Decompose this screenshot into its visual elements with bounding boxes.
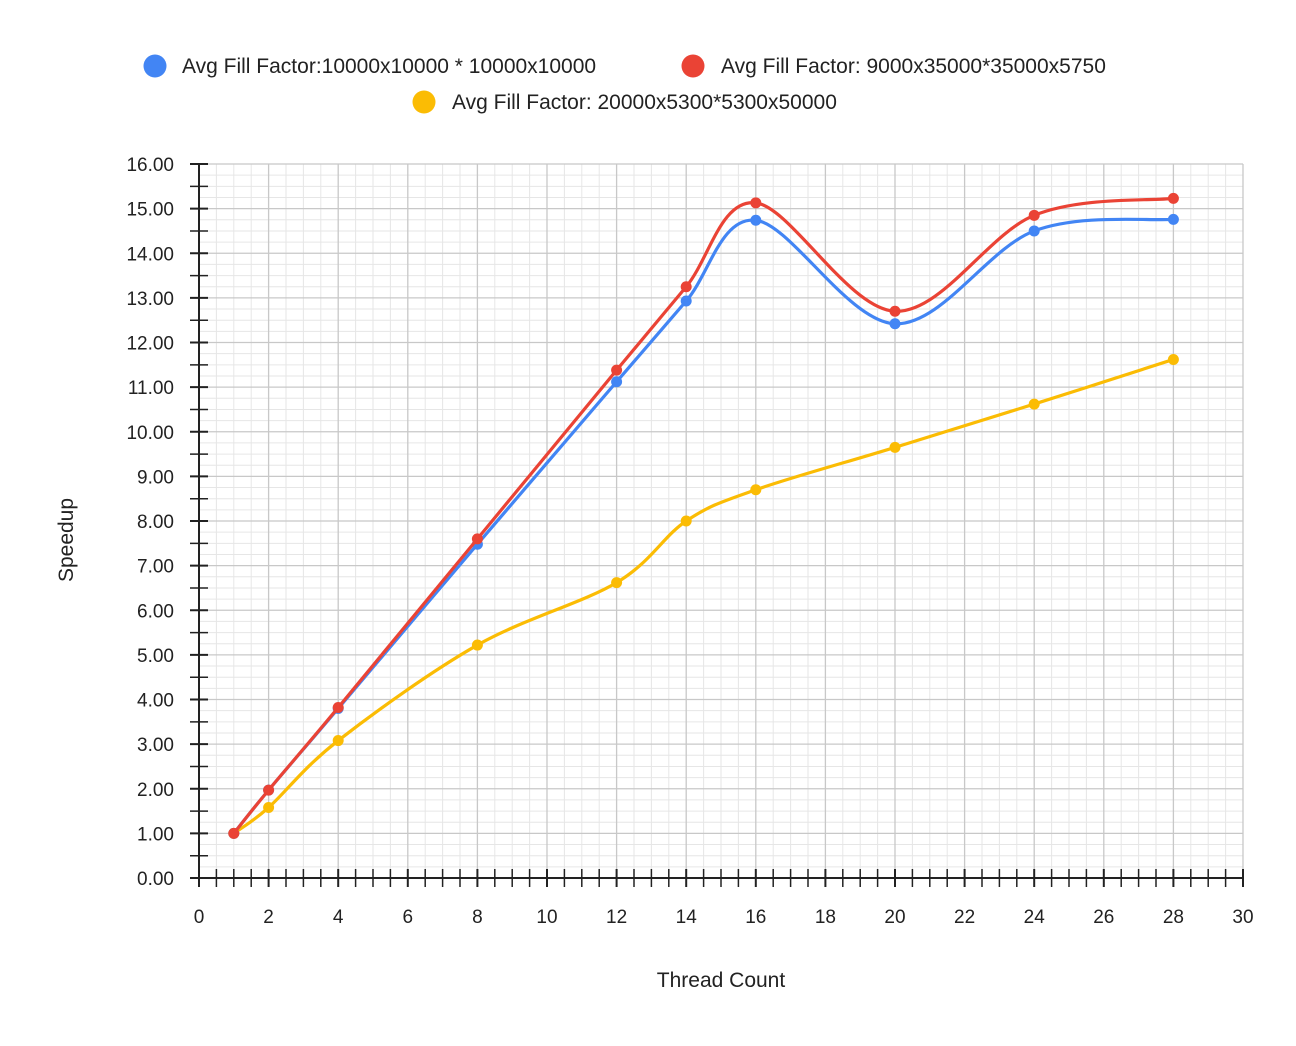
data-point (611, 577, 623, 589)
x-tick-label: 28 (1163, 907, 1184, 928)
y-tick-label: 10.00 (126, 423, 174, 444)
legend-label: Avg Fill Factor: 9000x35000*35000x5750 (721, 55, 1106, 78)
y-tick-label: 0.00 (137, 869, 174, 890)
data-point (471, 533, 483, 545)
x-tick-label: 10 (536, 907, 557, 928)
data-point (680, 515, 692, 527)
data-point (332, 702, 344, 714)
data-point (263, 784, 275, 796)
legend-label: Avg Fill Factor: 20000x5300*5300x50000 (452, 91, 837, 114)
data-point (1167, 213, 1179, 225)
legend: Avg Fill Factor:10000x10000 * 10000x1000… (143, 54, 1106, 114)
x-tick-label: 16 (745, 907, 766, 928)
x-tick-label: 18 (815, 907, 836, 928)
x-axis-title: Thread Count (657, 969, 786, 992)
legend-label: Avg Fill Factor:10000x10000 * 10000x1000… (182, 55, 596, 78)
legend-marker (143, 54, 167, 78)
data-point (228, 827, 240, 839)
data-point (680, 295, 692, 307)
x-tick-label: 6 (403, 907, 414, 928)
y-tick-label: 11.00 (128, 378, 174, 399)
y-tick-label: 9.00 (137, 467, 174, 488)
y-tick-label: 5.00 (137, 646, 174, 667)
x-tick-label: 14 (676, 907, 698, 928)
data-point (332, 735, 344, 747)
legend-marker (412, 90, 436, 114)
series-line-3 (232, 357, 1175, 835)
data-point (889, 441, 901, 453)
data-point (889, 318, 901, 330)
data-point (1167, 353, 1179, 365)
x-tick-label: 26 (1093, 907, 1114, 928)
x-tick-label: 30 (1232, 907, 1253, 928)
x-tick-label: 20 (884, 907, 905, 928)
data-point (1028, 209, 1040, 221)
y-tick-label: 7.00 (137, 557, 174, 578)
grid (198, 163, 1244, 879)
y-tick-label: 12.00 (126, 334, 174, 355)
y-tick-label: 16.00 (126, 155, 174, 176)
x-tick-label: 0 (194, 907, 205, 928)
y-tick-label: 1.00 (137, 824, 174, 845)
data-point (611, 364, 623, 376)
data-point (1028, 225, 1040, 237)
data-point (1167, 192, 1179, 204)
data-point (889, 305, 901, 317)
y-tick-label: 4.00 (137, 691, 174, 712)
data-point (263, 801, 275, 813)
axes: 0 2 4 6 8 10 12 14 16 18 20 22 24 26 28 300.001.002.003… (126, 155, 1253, 928)
x-tick-label: 8 (472, 907, 483, 928)
data-point (471, 639, 483, 651)
y-tick-label: 2.00 (137, 780, 174, 801)
data-point (611, 376, 623, 388)
x-tick-label: 2 (263, 907, 274, 928)
data-point (750, 484, 762, 496)
x-tick-label: 4 (333, 907, 344, 928)
data-point (750, 197, 762, 209)
data-point (680, 281, 692, 293)
x-tick-label: 12 (606, 907, 627, 928)
y-tick-label: 15.00 (126, 200, 174, 221)
legend-marker (681, 54, 705, 78)
y-axis-title: Speedup (55, 498, 78, 582)
series (228, 192, 1179, 839)
data-point (750, 214, 762, 226)
y-tick-label: 14.00 (126, 244, 174, 265)
y-tick-label: 3.00 (137, 735, 174, 756)
data-point (1028, 398, 1040, 410)
y-tick-label: 13.00 (126, 289, 174, 310)
x-tick-label: 24 (1024, 907, 1046, 928)
x-tick-label: 22 (954, 907, 975, 928)
y-tick-label: 6.00 (137, 601, 174, 622)
y-tick-label: 8.00 (137, 512, 174, 533)
